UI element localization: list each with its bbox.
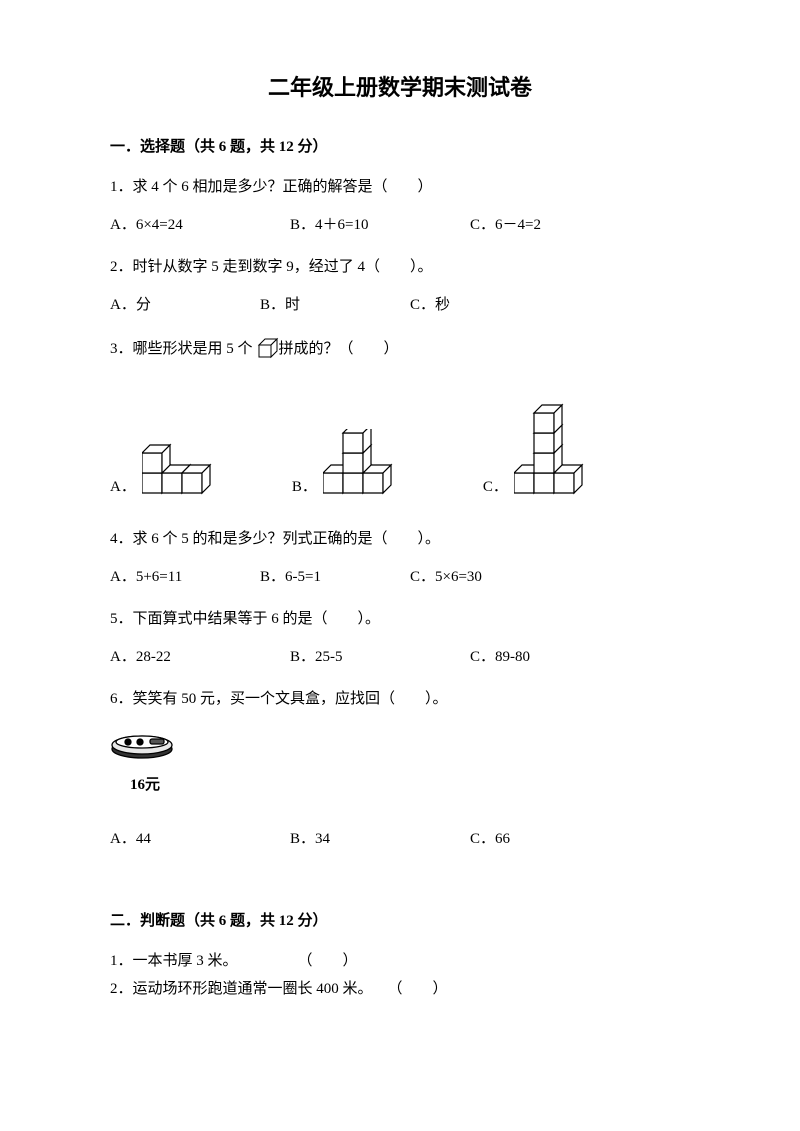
q1-options: A．6×4=24 B．4＋6=10 C．6－4=2: [110, 213, 690, 237]
q2-opt-a: A．分: [110, 293, 260, 317]
q2-opt-b: B．时: [260, 293, 410, 317]
judge-q1: 1．一本书厚 3 米。 （ ）: [110, 949, 690, 973]
q6-opt-b: B．34: [290, 827, 470, 851]
q3-text-before: 3．哪些形状是用 5 个: [110, 337, 253, 361]
q6-options: A．44 B．34 C．66: [110, 827, 690, 851]
q1-opt-c: C．6－4=2: [470, 213, 650, 237]
q5-opt-a: A．28-22: [110, 645, 290, 669]
q3-text-after: 拼成的？（ ）: [279, 337, 399, 361]
q3-opt-b-label: B．: [292, 475, 317, 499]
q3-opt-a: A．: [110, 433, 232, 499]
q5-options: A．28-22 B．25-5 C．89-80: [110, 645, 690, 669]
q6-opt-a: A．44: [110, 827, 290, 851]
cubes-shape-c: [514, 403, 604, 499]
cubes-shape-a: [142, 433, 232, 499]
q3-opt-a-label: A．: [110, 475, 136, 499]
q3-opt-c: C．: [483, 403, 604, 499]
q2-options: A．分 B．时 C．秒: [110, 293, 690, 317]
q6-price-label: 16元: [110, 773, 180, 797]
q6-text: 6．笑笑有 50 元，买一个文具盒，应找回（ ）。: [110, 687, 690, 711]
q6-image-block: 16元: [110, 725, 690, 797]
judge-q2: 2．运动场环形跑道通常一圈长 400 米。 （ ）: [110, 977, 690, 1001]
q5-opt-c: C．89-80: [470, 645, 650, 669]
cube-icon: [253, 335, 279, 361]
section1-header: 一．选择题（共 6 题，共 12 分）: [110, 135, 690, 159]
q4-opt-c: C．5×6=30: [410, 565, 560, 589]
q2-opt-c: C．秒: [410, 293, 560, 317]
q1-opt-b: B．4＋6=10: [290, 213, 470, 237]
q1-opt-a: A．6×4=24: [110, 213, 290, 237]
page-title: 二年级上册数学期末测试卷: [110, 70, 690, 105]
q4-opt-a: A．5+6=11: [110, 565, 260, 589]
q5-opt-b: B．25-5: [290, 645, 470, 669]
section2-header: 二．判断题（共 6 题，共 12 分）: [110, 909, 690, 933]
q5-text: 5．下面算式中结果等于 6 的是（ ）。: [110, 607, 690, 631]
q4-opt-b: B．6-5=1: [260, 565, 410, 589]
q6-opt-c: C．66: [470, 827, 650, 851]
q4-options: A．5+6=11 B．6-5=1 C．5×6=30: [110, 565, 690, 589]
cubes-shape-b: [323, 429, 423, 499]
q3-opt-c-label: C．: [483, 475, 508, 499]
q1-text: 1．求 4 个 6 相加是多少？正确的解答是（ ）: [110, 175, 690, 199]
q4-text: 4．求 6 个 5 的和是多少？列式正确的是（ ）。: [110, 527, 690, 551]
q3-opt-b: B．: [292, 429, 423, 499]
q3-text: 3．哪些形状是用 5 个 拼成的？（ ）: [110, 335, 399, 361]
q3-options: A． B． C．: [110, 403, 690, 499]
pencil-case-icon: [110, 725, 180, 761]
q2-text: 2．时针从数字 5 走到数字 9，经过了 4（ ）。: [110, 255, 690, 279]
